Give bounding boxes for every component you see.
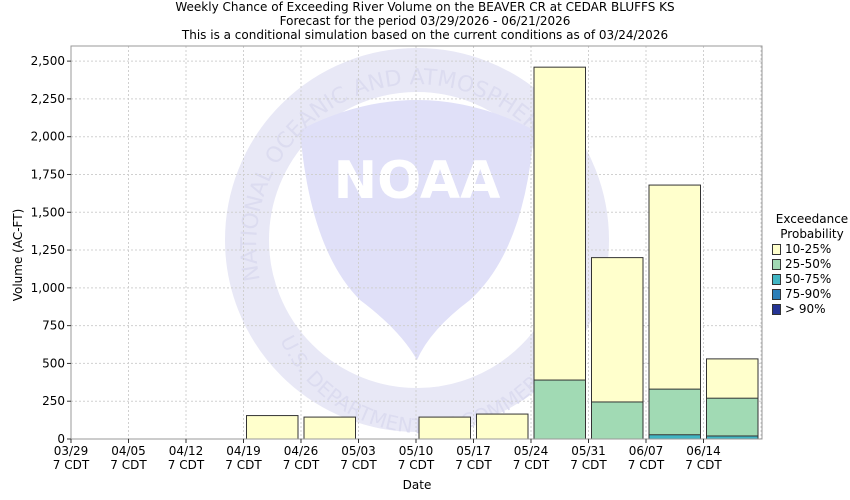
legend-swatch bbox=[772, 289, 781, 300]
chart-title: Weekly Chance of Exceeding River Volume … bbox=[175, 0, 675, 14]
x-tick-sublabel: 7 CDT bbox=[628, 458, 665, 472]
x-tick-label: 04/05 bbox=[111, 444, 146, 458]
bar-05-24-10-25- bbox=[533, 66, 586, 440]
x-tick-label: 06/07 bbox=[629, 444, 664, 458]
y-tick-label: 1,750 bbox=[31, 167, 65, 181]
x-axis-label: Date bbox=[402, 478, 432, 492]
legend-item: 50-75% bbox=[772, 272, 850, 287]
watermark-emblem bbox=[300, 100, 534, 360]
legend-swatch bbox=[772, 274, 781, 285]
y-tick-label: 1,500 bbox=[31, 205, 65, 219]
y-tick-label: 1,250 bbox=[31, 243, 65, 257]
y-tick-label: 2,000 bbox=[31, 130, 65, 144]
x-tick-label: 04/12 bbox=[169, 444, 204, 458]
bar-05-10-10-25- bbox=[418, 416, 471, 440]
y-tick-label: 250 bbox=[42, 394, 65, 408]
y-tick-label: 1,000 bbox=[31, 281, 65, 295]
chart-subtitle-period: Forecast for the period 03/29/2026 - 06/… bbox=[279, 14, 571, 28]
legend-item: 75-90% bbox=[772, 287, 850, 302]
bar-05-24-25-50- bbox=[533, 379, 586, 440]
y-tick-label: 2,250 bbox=[31, 92, 65, 106]
legend-title-line1: Exceedance bbox=[775, 212, 849, 226]
bar-06-07-25-50- bbox=[648, 388, 701, 440]
y-tick-label: 0 bbox=[57, 432, 65, 446]
legend-label: 50-75% bbox=[785, 272, 832, 286]
bars bbox=[246, 66, 759, 440]
watermark-ring bbox=[225, 48, 609, 432]
x-tick-sublabel: 7 CDT bbox=[513, 458, 550, 472]
x-tick-sublabel: 7 CDT bbox=[168, 458, 205, 472]
y-tick-label: 750 bbox=[42, 319, 65, 333]
x-tick-label: 06/14 bbox=[686, 444, 721, 458]
bar-04-19-10-25- bbox=[246, 415, 299, 440]
x-tick-sublabel: 7 CDT bbox=[225, 458, 262, 472]
x-tick-sublabel: 7 CDT bbox=[455, 458, 492, 472]
bar-05-31-25-50- bbox=[591, 401, 644, 440]
x-tick-sublabel: 7 CDT bbox=[570, 458, 607, 472]
legend: Exceedance Probability 10-25% 25-50% 50-75… bbox=[772, 212, 850, 317]
x-tick-label: 05/03 bbox=[341, 444, 376, 458]
x-tick-label: 05/31 bbox=[571, 444, 606, 458]
x-tick-sublabel: 7 CDT bbox=[685, 458, 722, 472]
legend-label: 10-25% bbox=[785, 242, 832, 256]
x-tick-label: 03/29 bbox=[54, 444, 89, 458]
bar-05-17-10-25- bbox=[476, 413, 529, 440]
grid-lines bbox=[70, 46, 762, 439]
legend-item: > 90% bbox=[772, 302, 850, 317]
x-tick-sublabel: 7 CDT bbox=[110, 458, 147, 472]
chart-titles: Weekly Chance of Exceeding River Volume … bbox=[0, 0, 850, 42]
legend-item: 25-50% bbox=[772, 257, 850, 272]
legend-label: > 90% bbox=[785, 302, 826, 316]
legend-swatch bbox=[772, 304, 781, 315]
x-tick-sublabel: 7 CDT bbox=[340, 458, 377, 472]
x-tick-label: 05/10 bbox=[399, 444, 434, 458]
y-tick-label: 2,500 bbox=[31, 54, 65, 68]
bar-06-07-50-75- bbox=[648, 434, 701, 440]
x-tick-sublabel: 7 CDT bbox=[283, 458, 320, 472]
bar-04-26-10-25- bbox=[303, 416, 356, 440]
x-tick-label: 04/26 bbox=[284, 444, 319, 458]
x-tick-sublabel: 7 CDT bbox=[398, 458, 435, 472]
legend-item: 10-25% bbox=[772, 242, 850, 257]
y-axis-ticks: 0 250 500 750 1,000 1,250 1,500 1,750 2,000 2,250… bbox=[31, 54, 71, 446]
y-tick-label: 500 bbox=[42, 356, 65, 370]
x-tick-label: 05/24 bbox=[514, 444, 549, 458]
chart-subtitle-conditions: This is a conditional simulation based o… bbox=[181, 28, 669, 42]
legend-title-line2: Probability bbox=[780, 227, 844, 241]
x-tick-label: 04/19 bbox=[226, 444, 261, 458]
x-tick-sublabel: 7 CDT bbox=[53, 458, 90, 472]
watermark-logo-text: NOAA bbox=[334, 151, 501, 211]
legend-label: 25-50% bbox=[785, 257, 832, 271]
x-tick-label: 05/17 bbox=[456, 444, 491, 458]
legend-swatch bbox=[772, 259, 781, 270]
bar-06-14-25-50- bbox=[706, 397, 759, 440]
y-axis-label: Volume (AC-FT) bbox=[11, 208, 25, 302]
legend-swatch bbox=[772, 244, 781, 255]
legend-label: 75-90% bbox=[785, 287, 832, 301]
